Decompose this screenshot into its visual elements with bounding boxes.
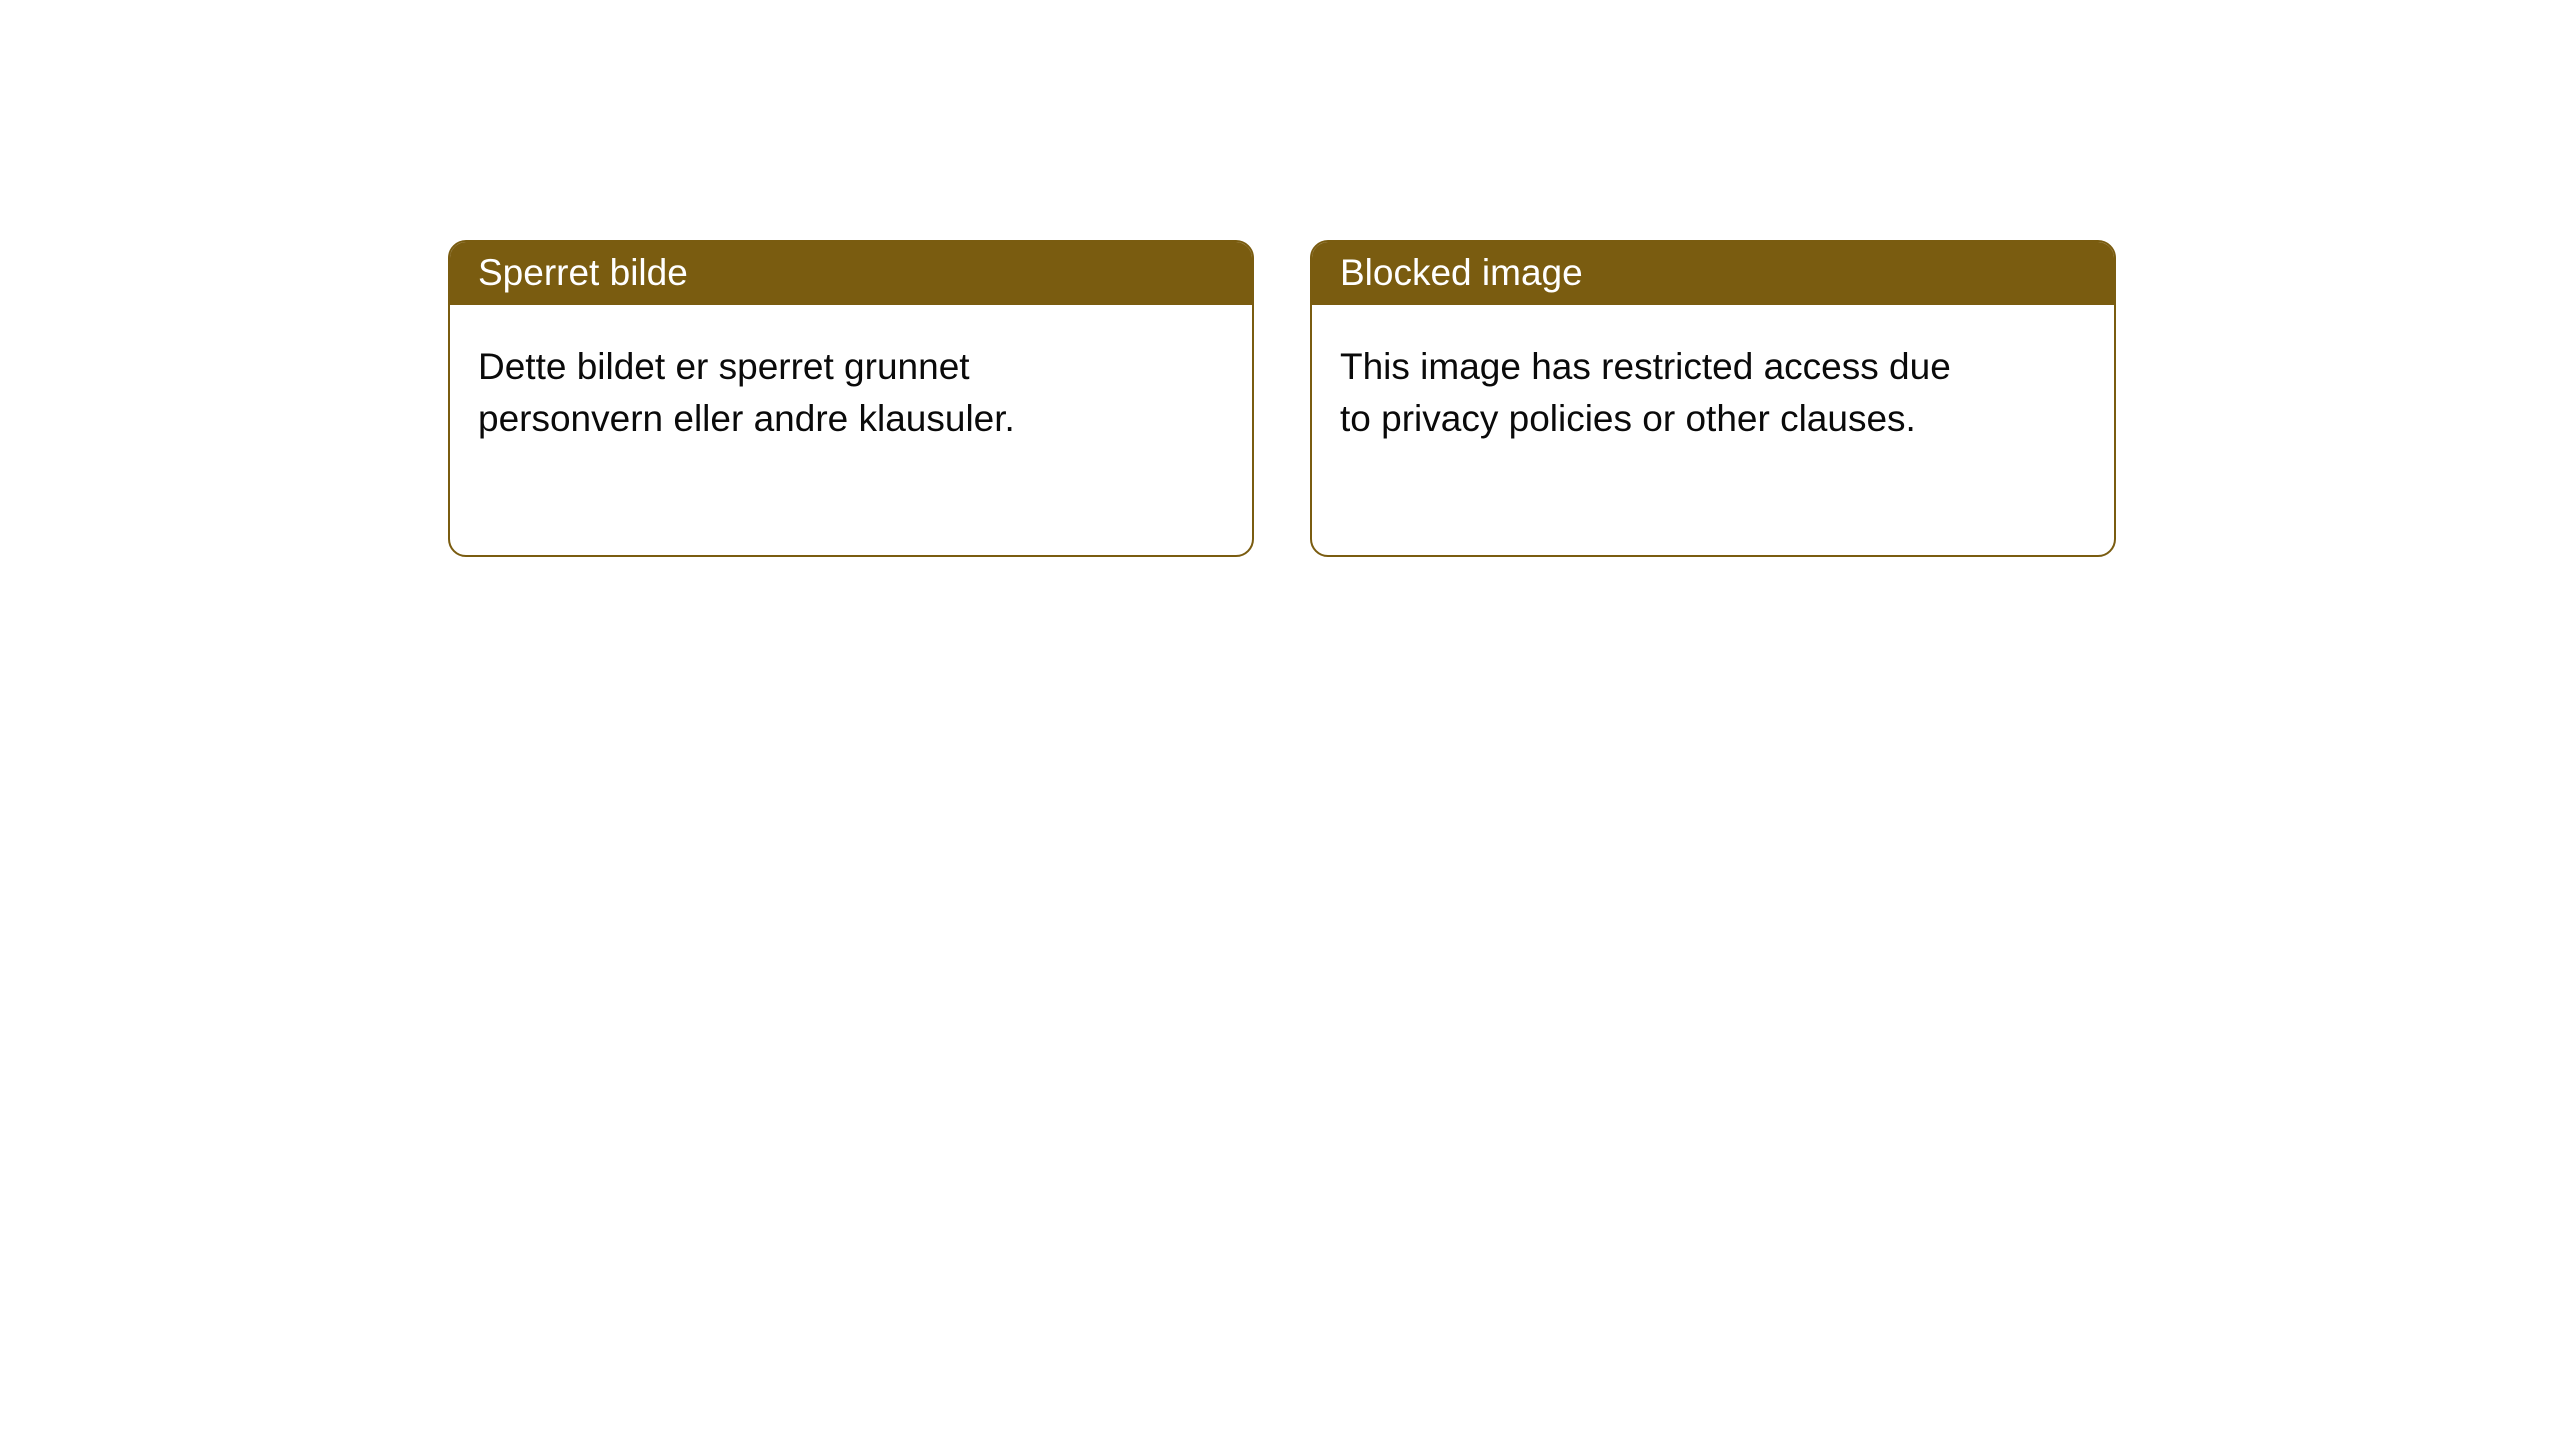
notice-card-norwegian: Sperret bilde Dette bildet er sperret gr… xyxy=(448,240,1254,557)
notice-card-english: Blocked image This image has restricted … xyxy=(1310,240,2116,557)
notice-title: Sperret bilde xyxy=(450,242,1252,305)
notice-body: Dette bildet er sperret grunnet personve… xyxy=(450,305,1150,555)
notice-title: Blocked image xyxy=(1312,242,2114,305)
notice-body: This image has restricted access due to … xyxy=(1312,305,2012,555)
notice-container: Sperret bilde Dette bildet er sperret gr… xyxy=(0,0,2560,557)
